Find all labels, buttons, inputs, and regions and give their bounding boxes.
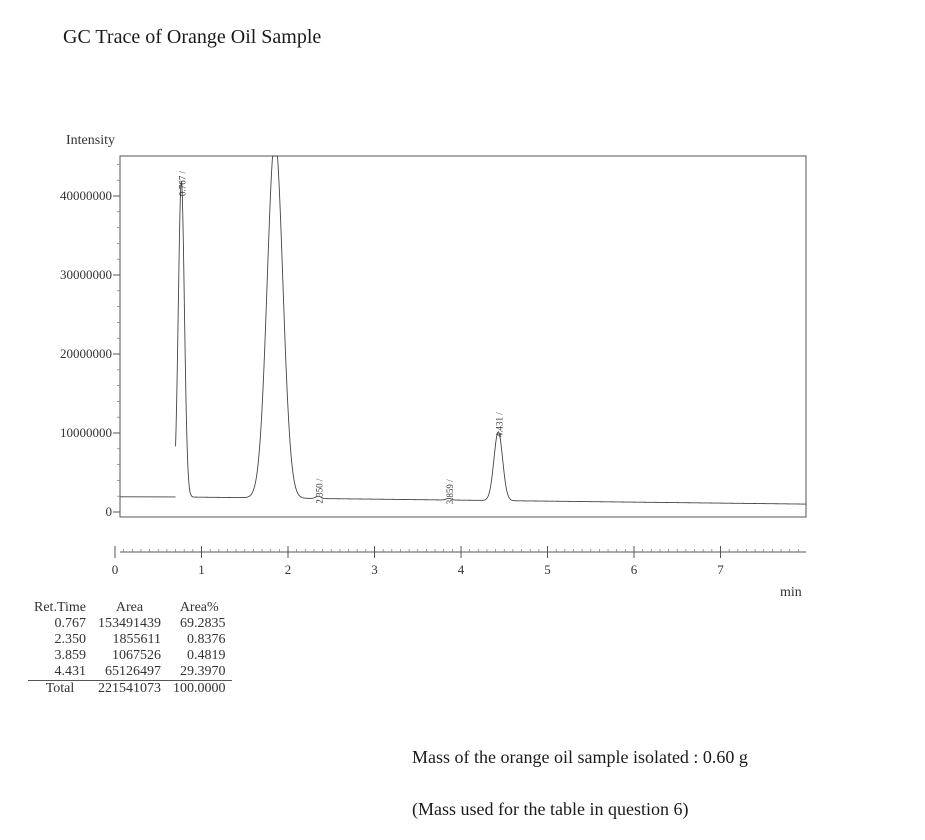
peak-label: 0.767 /	[177, 171, 187, 197]
table-row: 2.350 1855611 0.8376	[28, 632, 232, 648]
cell-ret-time: 4.431	[28, 664, 92, 681]
table-row: 0.767 153491439 69.2835	[28, 616, 232, 632]
cell-ret-time: 2.350	[54, 632, 87, 647]
cell-ret-time: 0.767	[54, 616, 87, 631]
header-area-percent: Area%	[179, 600, 219, 615]
plot-frame	[119, 155, 807, 518]
peak-table: Ret.Time Area Area% 0.767 153491439 69.2…	[28, 600, 232, 697]
cell-area: 153491439	[98, 616, 161, 631]
cell-total-area-percent: 100.0000	[173, 681, 226, 696]
x-tick-label: 4	[458, 562, 465, 577]
table-row: 4.431 65126497 29.3970	[28, 664, 232, 681]
header-area: Area	[115, 600, 144, 615]
x-tick-label: 7	[717, 562, 724, 577]
x-tick-label: 5	[544, 562, 551, 577]
cell-ret-time: 3.859	[54, 648, 87, 663]
chromatogram-trace	[175, 155, 807, 505]
table-total-row: Total 221541073 100.0000	[28, 681, 232, 698]
x-tick-label: 2	[285, 562, 292, 577]
cell-area-percent: 0.4819	[187, 648, 226, 663]
peak-label: 2.350 /	[314, 478, 324, 504]
peak-label: 4.431 /	[494, 412, 504, 438]
usage-note: (Mass used for the table in question 6)	[412, 799, 689, 819]
cell-area: 1855611	[112, 632, 161, 647]
cell-area-percent: 29.3970	[167, 664, 232, 681]
cell-area-percent: 69.2835	[180, 616, 226, 631]
y-tick-label: 20000000	[60, 346, 112, 361]
mass-note: Mass of the orange oil sample isolated :…	[412, 747, 748, 767]
cell-total-label: Total	[45, 681, 75, 696]
y-axis-label: Intensity	[66, 133, 115, 148]
gc-chromatogram: 0 1 2 3 4 5 6 7 0 10000000 20000000 30000000 4000000…	[60, 155, 807, 577]
y-tick-label: 40000000	[60, 188, 112, 203]
x-tick-label: 3	[371, 562, 378, 577]
y-tick-label: 0	[106, 504, 113, 519]
cell-area: 65126497	[92, 664, 167, 681]
y-tick-label: 10000000	[60, 425, 112, 440]
header-ret-time: Ret.Time	[34, 600, 86, 615]
cell-area-percent: 0.8376	[187, 632, 226, 647]
cell-area: 1067526	[112, 648, 161, 663]
page-title: GC Trace of Orange Oil Sample	[63, 26, 322, 48]
x-tick-label: 0	[112, 562, 119, 577]
table-row: 3.859 1067526 0.4819	[28, 648, 232, 664]
peak-table-header: Ret.Time Area Area%	[28, 600, 232, 616]
x-tick-label: 1	[198, 562, 205, 577]
x-axis-label: min	[780, 585, 802, 600]
cell-total-area: 221541073	[98, 681, 161, 696]
x-tick-label: 6	[631, 562, 638, 577]
peak-label: 3.859 /	[445, 479, 455, 505]
y-tick-label: 30000000	[60, 267, 112, 282]
